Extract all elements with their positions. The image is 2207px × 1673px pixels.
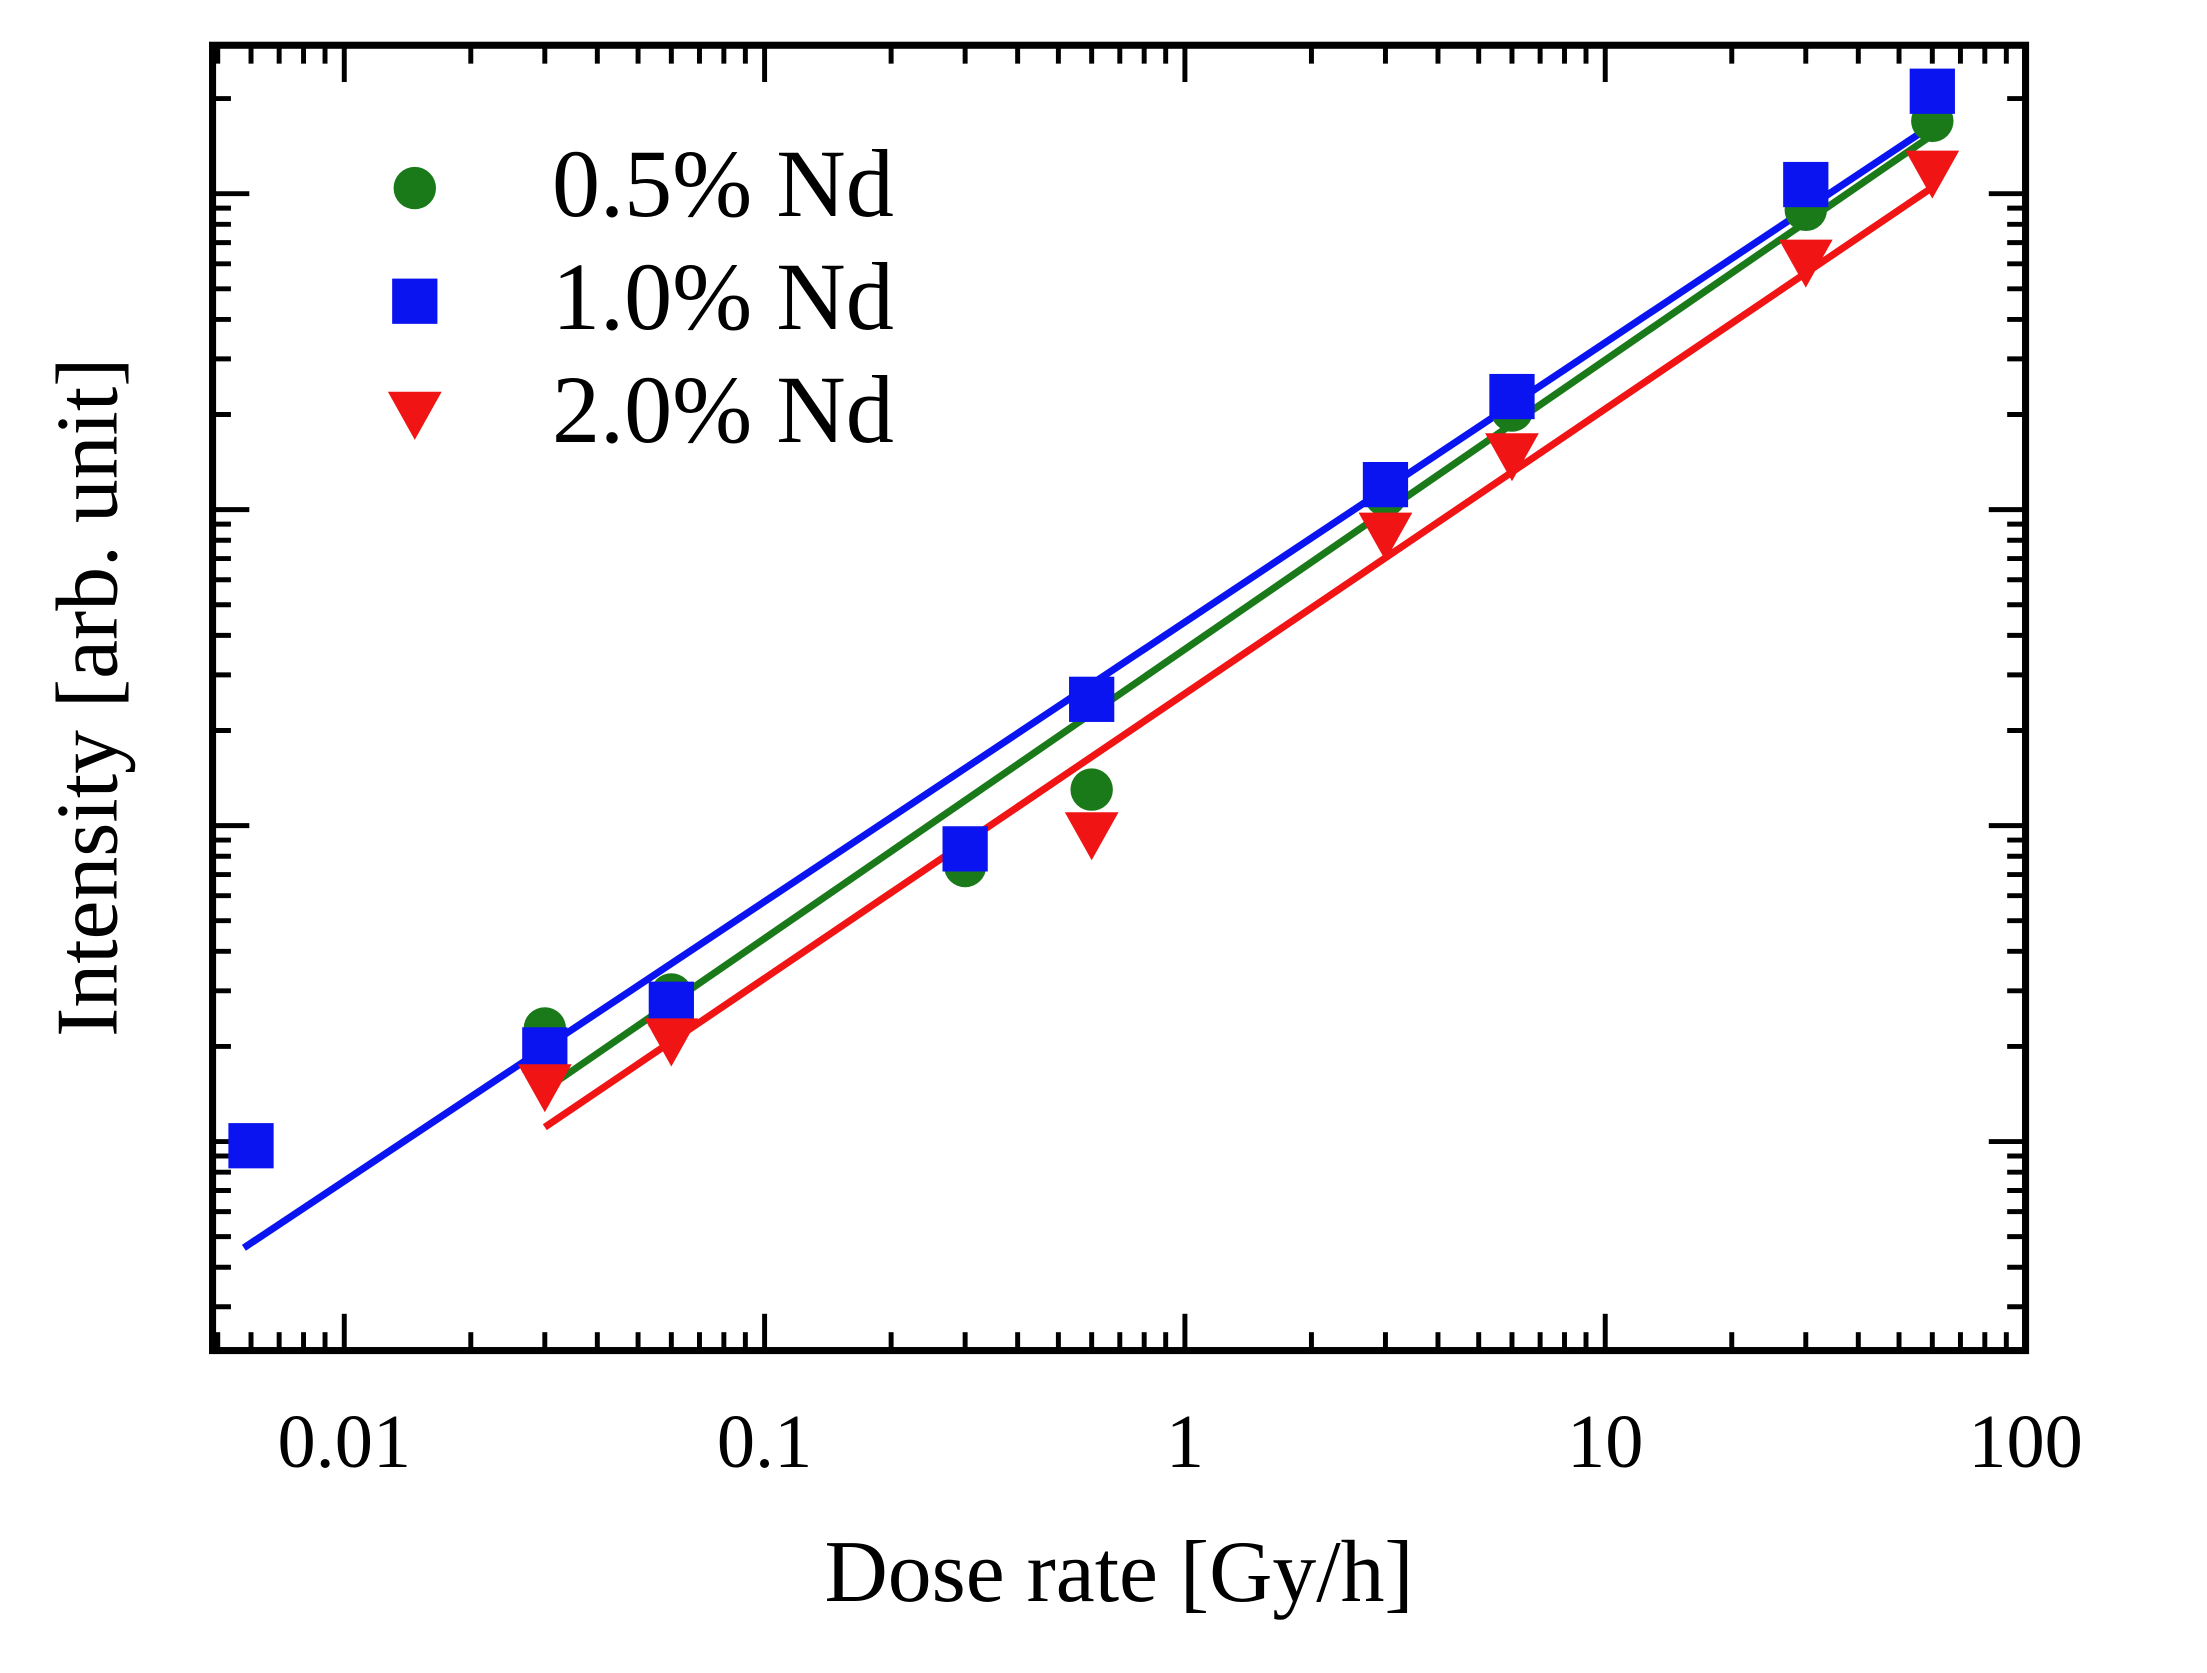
x-tick-label: 100: [1968, 1399, 2083, 1484]
x-axis-label: Dose rate [Gy/h]: [824, 1523, 1413, 1620]
point: [1905, 150, 1960, 199]
point: [387, 391, 442, 440]
point: [942, 826, 988, 872]
point: [517, 1064, 572, 1113]
legend-label: 2.0% Nd: [552, 356, 894, 463]
point: [1485, 433, 1539, 482]
plot-frame: [209, 41, 2030, 1355]
point: [1070, 768, 1113, 811]
point: [393, 166, 436, 210]
x-tick-label: 0.1: [717, 1399, 812, 1484]
point: [1358, 512, 1413, 561]
point: [1064, 812, 1119, 861]
point: [228, 1123, 274, 1169]
x-tick-label: 0.01: [277, 1399, 411, 1484]
legend-label: 0.5% Nd: [552, 130, 894, 237]
y-axis-label: Intensity [arb. unit]: [39, 358, 136, 1037]
fit-line: [542, 184, 1935, 1131]
fit-line: [542, 132, 1935, 1093]
point: [644, 1018, 699, 1067]
x-tick-label: 1: [1166, 1399, 1204, 1484]
point: [1783, 161, 1829, 208]
point: [1909, 68, 1955, 114]
point: [1362, 462, 1409, 508]
point: [1069, 676, 1115, 722]
legend-label: 1.0% Nd: [552, 243, 894, 350]
point: [1489, 373, 1535, 420]
x-tick-label: 10: [1567, 1399, 1643, 1484]
point: [1778, 239, 1833, 288]
point: [392, 278, 438, 324]
